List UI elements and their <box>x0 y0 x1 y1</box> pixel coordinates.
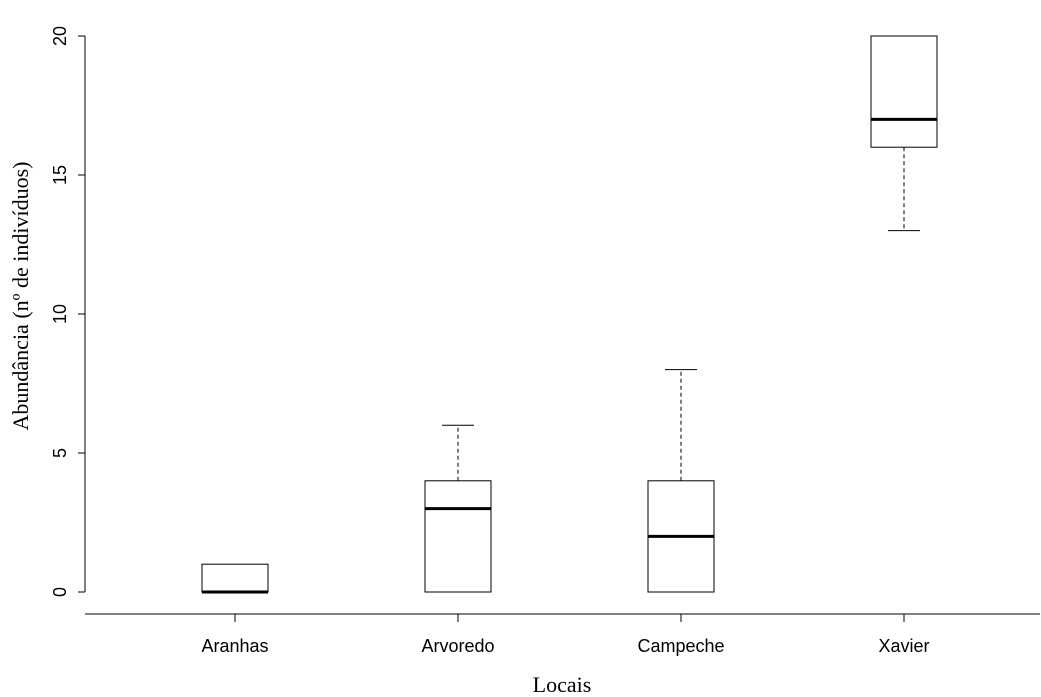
y-ticks: 0 5 10 15 20 <box>50 26 85 597</box>
x-ticks: Aranhas Arvoredo Campeche Xavier <box>201 614 930 656</box>
box-rect <box>201 563 269 593</box>
box-rect <box>424 480 492 593</box>
x-tick-label: Arvoredo <box>421 636 494 656</box>
box-aranhas <box>201 563 269 594</box>
y-tick-label: 0 <box>50 587 70 597</box>
y-tick-label: 5 <box>50 448 70 458</box>
x-tick-label: Xavier <box>878 636 929 656</box>
box-xavier <box>870 35 938 232</box>
box-rect <box>870 35 938 148</box>
x-tick-label: Aranhas <box>201 636 268 656</box>
y-axis-title: Abundância (nº de indivíduos) <box>8 162 33 431</box>
y-tick-label: 10 <box>50 304 70 324</box>
x-tick-label: Campeche <box>637 636 724 656</box>
y-tick-label: 20 <box>50 26 70 46</box>
boxes <box>201 35 938 594</box>
x-axis-title: Locais <box>533 672 592 697</box>
y-tick-label: 15 <box>50 165 70 185</box>
box-arvoredo <box>424 424 492 593</box>
box-campeche <box>647 369 715 593</box>
